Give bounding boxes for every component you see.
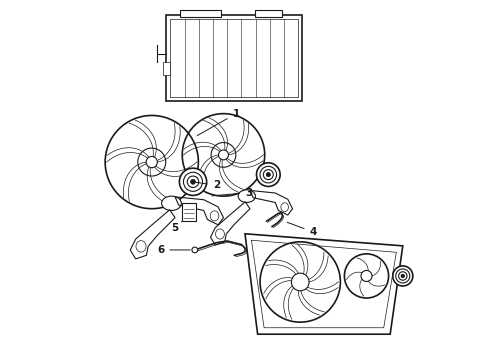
Circle shape (401, 274, 405, 278)
Ellipse shape (281, 203, 289, 212)
Ellipse shape (136, 240, 146, 252)
Circle shape (146, 157, 157, 168)
FancyBboxPatch shape (171, 19, 298, 97)
FancyBboxPatch shape (163, 62, 171, 75)
Ellipse shape (238, 190, 255, 202)
Circle shape (192, 247, 197, 253)
Circle shape (219, 150, 228, 160)
FancyBboxPatch shape (182, 203, 196, 221)
Circle shape (266, 172, 270, 177)
Circle shape (393, 266, 413, 286)
Text: 3: 3 (212, 188, 252, 198)
Circle shape (179, 168, 207, 195)
Circle shape (256, 163, 280, 186)
FancyBboxPatch shape (255, 10, 282, 17)
Circle shape (292, 273, 309, 291)
Text: 5: 5 (172, 221, 182, 233)
Polygon shape (245, 234, 403, 334)
Circle shape (191, 179, 196, 184)
Ellipse shape (216, 229, 224, 239)
FancyBboxPatch shape (180, 10, 220, 17)
Ellipse shape (162, 196, 181, 211)
Text: 2: 2 (196, 180, 220, 190)
Circle shape (361, 270, 372, 282)
Ellipse shape (210, 211, 219, 221)
Text: 4: 4 (287, 222, 317, 237)
Text: 1: 1 (197, 109, 240, 136)
Text: 6: 6 (157, 245, 190, 255)
FancyBboxPatch shape (166, 15, 302, 101)
